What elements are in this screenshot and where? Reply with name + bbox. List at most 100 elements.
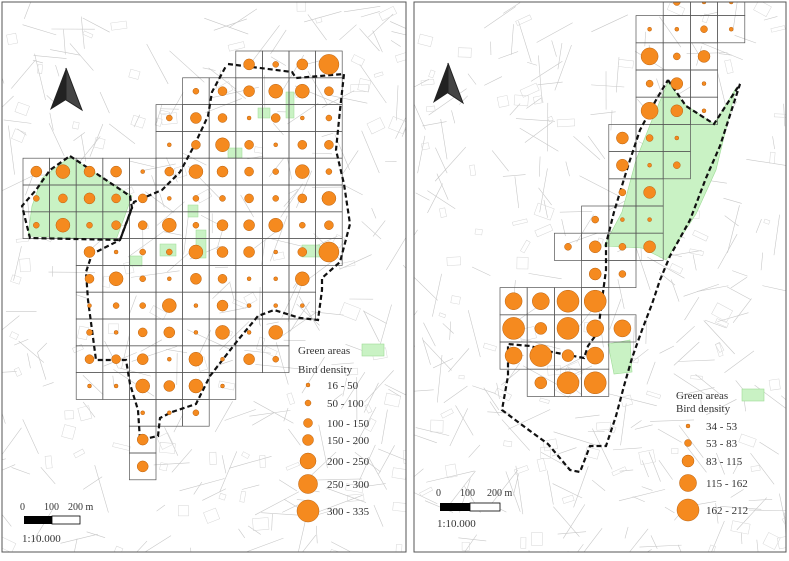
bird-density-point [138, 328, 147, 337]
scalebar-tick: 200 m [68, 502, 94, 513]
bird-density-point [587, 347, 604, 364]
bird-density-point [190, 273, 201, 284]
legend-symbol [680, 475, 697, 492]
bird-density-point [189, 379, 203, 393]
bird-density-point [56, 218, 70, 232]
bird-density-point [247, 330, 251, 334]
legend-green-label: Green areas [298, 345, 350, 357]
bird-density-point [505, 293, 522, 310]
bird-density-point [648, 163, 652, 167]
bird-density-point [675, 136, 679, 140]
bird-density-point [616, 132, 628, 144]
bird-density-point [702, 109, 706, 113]
bird-density-point [58, 194, 67, 203]
legend-symbol [306, 383, 310, 387]
bird-density-point [189, 245, 203, 259]
bird-density-point [619, 271, 626, 278]
bird-density-point [87, 222, 93, 228]
bird-density-point [584, 290, 606, 312]
bird-density-point [112, 194, 121, 203]
bird-density-point [137, 354, 148, 365]
bird-density-point [273, 169, 279, 175]
bird-density-point [111, 166, 122, 177]
bird-density-point [167, 143, 171, 147]
bird-density-point [324, 140, 333, 149]
bird-density-point [644, 241, 656, 253]
bird-density-point [189, 352, 203, 366]
bird-density-point [273, 356, 279, 362]
bird-density-point [166, 249, 172, 255]
bird-density-point [297, 59, 308, 70]
legend-class-label: 16 - 50 [327, 380, 359, 392]
bird-density-point [244, 220, 255, 231]
bird-density-point [503, 317, 525, 339]
bird-density-point [165, 167, 174, 176]
bird-density-point [137, 434, 148, 445]
scalebar-tick: 0 [436, 488, 441, 499]
bird-density-point [274, 143, 278, 147]
scale-ratio: 1:10.000 [437, 518, 476, 530]
bird-density-point [189, 165, 203, 179]
legend-symbol [305, 400, 311, 406]
bird-density-point [114, 330, 118, 334]
bird-density-point [326, 169, 332, 175]
bird-density-point [587, 320, 604, 337]
bird-density-point [592, 216, 599, 223]
legend-class-label: 300 - 335 [327, 506, 370, 518]
bird-density-point [295, 84, 309, 98]
bird-density-point [85, 355, 94, 364]
bird-density-point [701, 26, 708, 33]
bird-density-point [557, 290, 579, 312]
legend-class-label: 100 - 150 [327, 418, 370, 430]
bird-density-point [109, 272, 123, 286]
green-area [228, 148, 242, 158]
bird-density-point [295, 165, 309, 179]
bird-density-point [33, 195, 39, 201]
scale-ratio: 1:10.000 [22, 533, 61, 545]
bird-density-point [218, 114, 227, 123]
bird-density-point [300, 304, 304, 308]
bird-density-point [273, 61, 279, 67]
green-area [130, 256, 142, 266]
bird-density-point [269, 218, 283, 232]
bird-density-point [247, 116, 251, 120]
legend-class-label: 34 - 53 [706, 421, 738, 433]
bird-density-point [532, 293, 549, 310]
bird-density-point [84, 193, 95, 204]
bird-density-point [673, 162, 680, 169]
bird-density-point [620, 218, 624, 222]
bird-density-point [193, 410, 199, 416]
bird-density-point [138, 194, 147, 203]
bird-density-point [269, 325, 283, 339]
bird-density-point [505, 347, 522, 364]
bird-density-point [167, 277, 171, 281]
bird-density-point [85, 274, 94, 283]
bird-density-point [616, 159, 628, 171]
bird-density-point [217, 220, 228, 231]
bird-density-point [300, 116, 304, 120]
bird-density-point [167, 357, 171, 361]
bird-density-point [675, 27, 679, 31]
green-area [188, 205, 198, 217]
bird-density-point [298, 140, 307, 149]
legend-symbol [304, 419, 313, 428]
bird-density-point [84, 166, 95, 177]
bird-density-point [164, 381, 175, 392]
bird-density-point [646, 135, 653, 142]
bird-density-point [194, 330, 198, 334]
bird-density-point [137, 461, 148, 472]
bird-density-point [641, 48, 658, 65]
bird-density-point [162, 299, 176, 313]
legend-class-label: 250 - 300 [327, 479, 370, 491]
legend-symbol [682, 455, 694, 467]
scalebar-black [24, 516, 52, 524]
legend-symbol [300, 453, 316, 469]
bird-density-point [589, 241, 601, 253]
bird-density-point [217, 166, 228, 177]
bird-density-point [319, 242, 339, 262]
legend-class-label: 200 - 250 [327, 456, 370, 468]
bird-density-point [299, 222, 305, 228]
bird-density-point [644, 186, 656, 198]
